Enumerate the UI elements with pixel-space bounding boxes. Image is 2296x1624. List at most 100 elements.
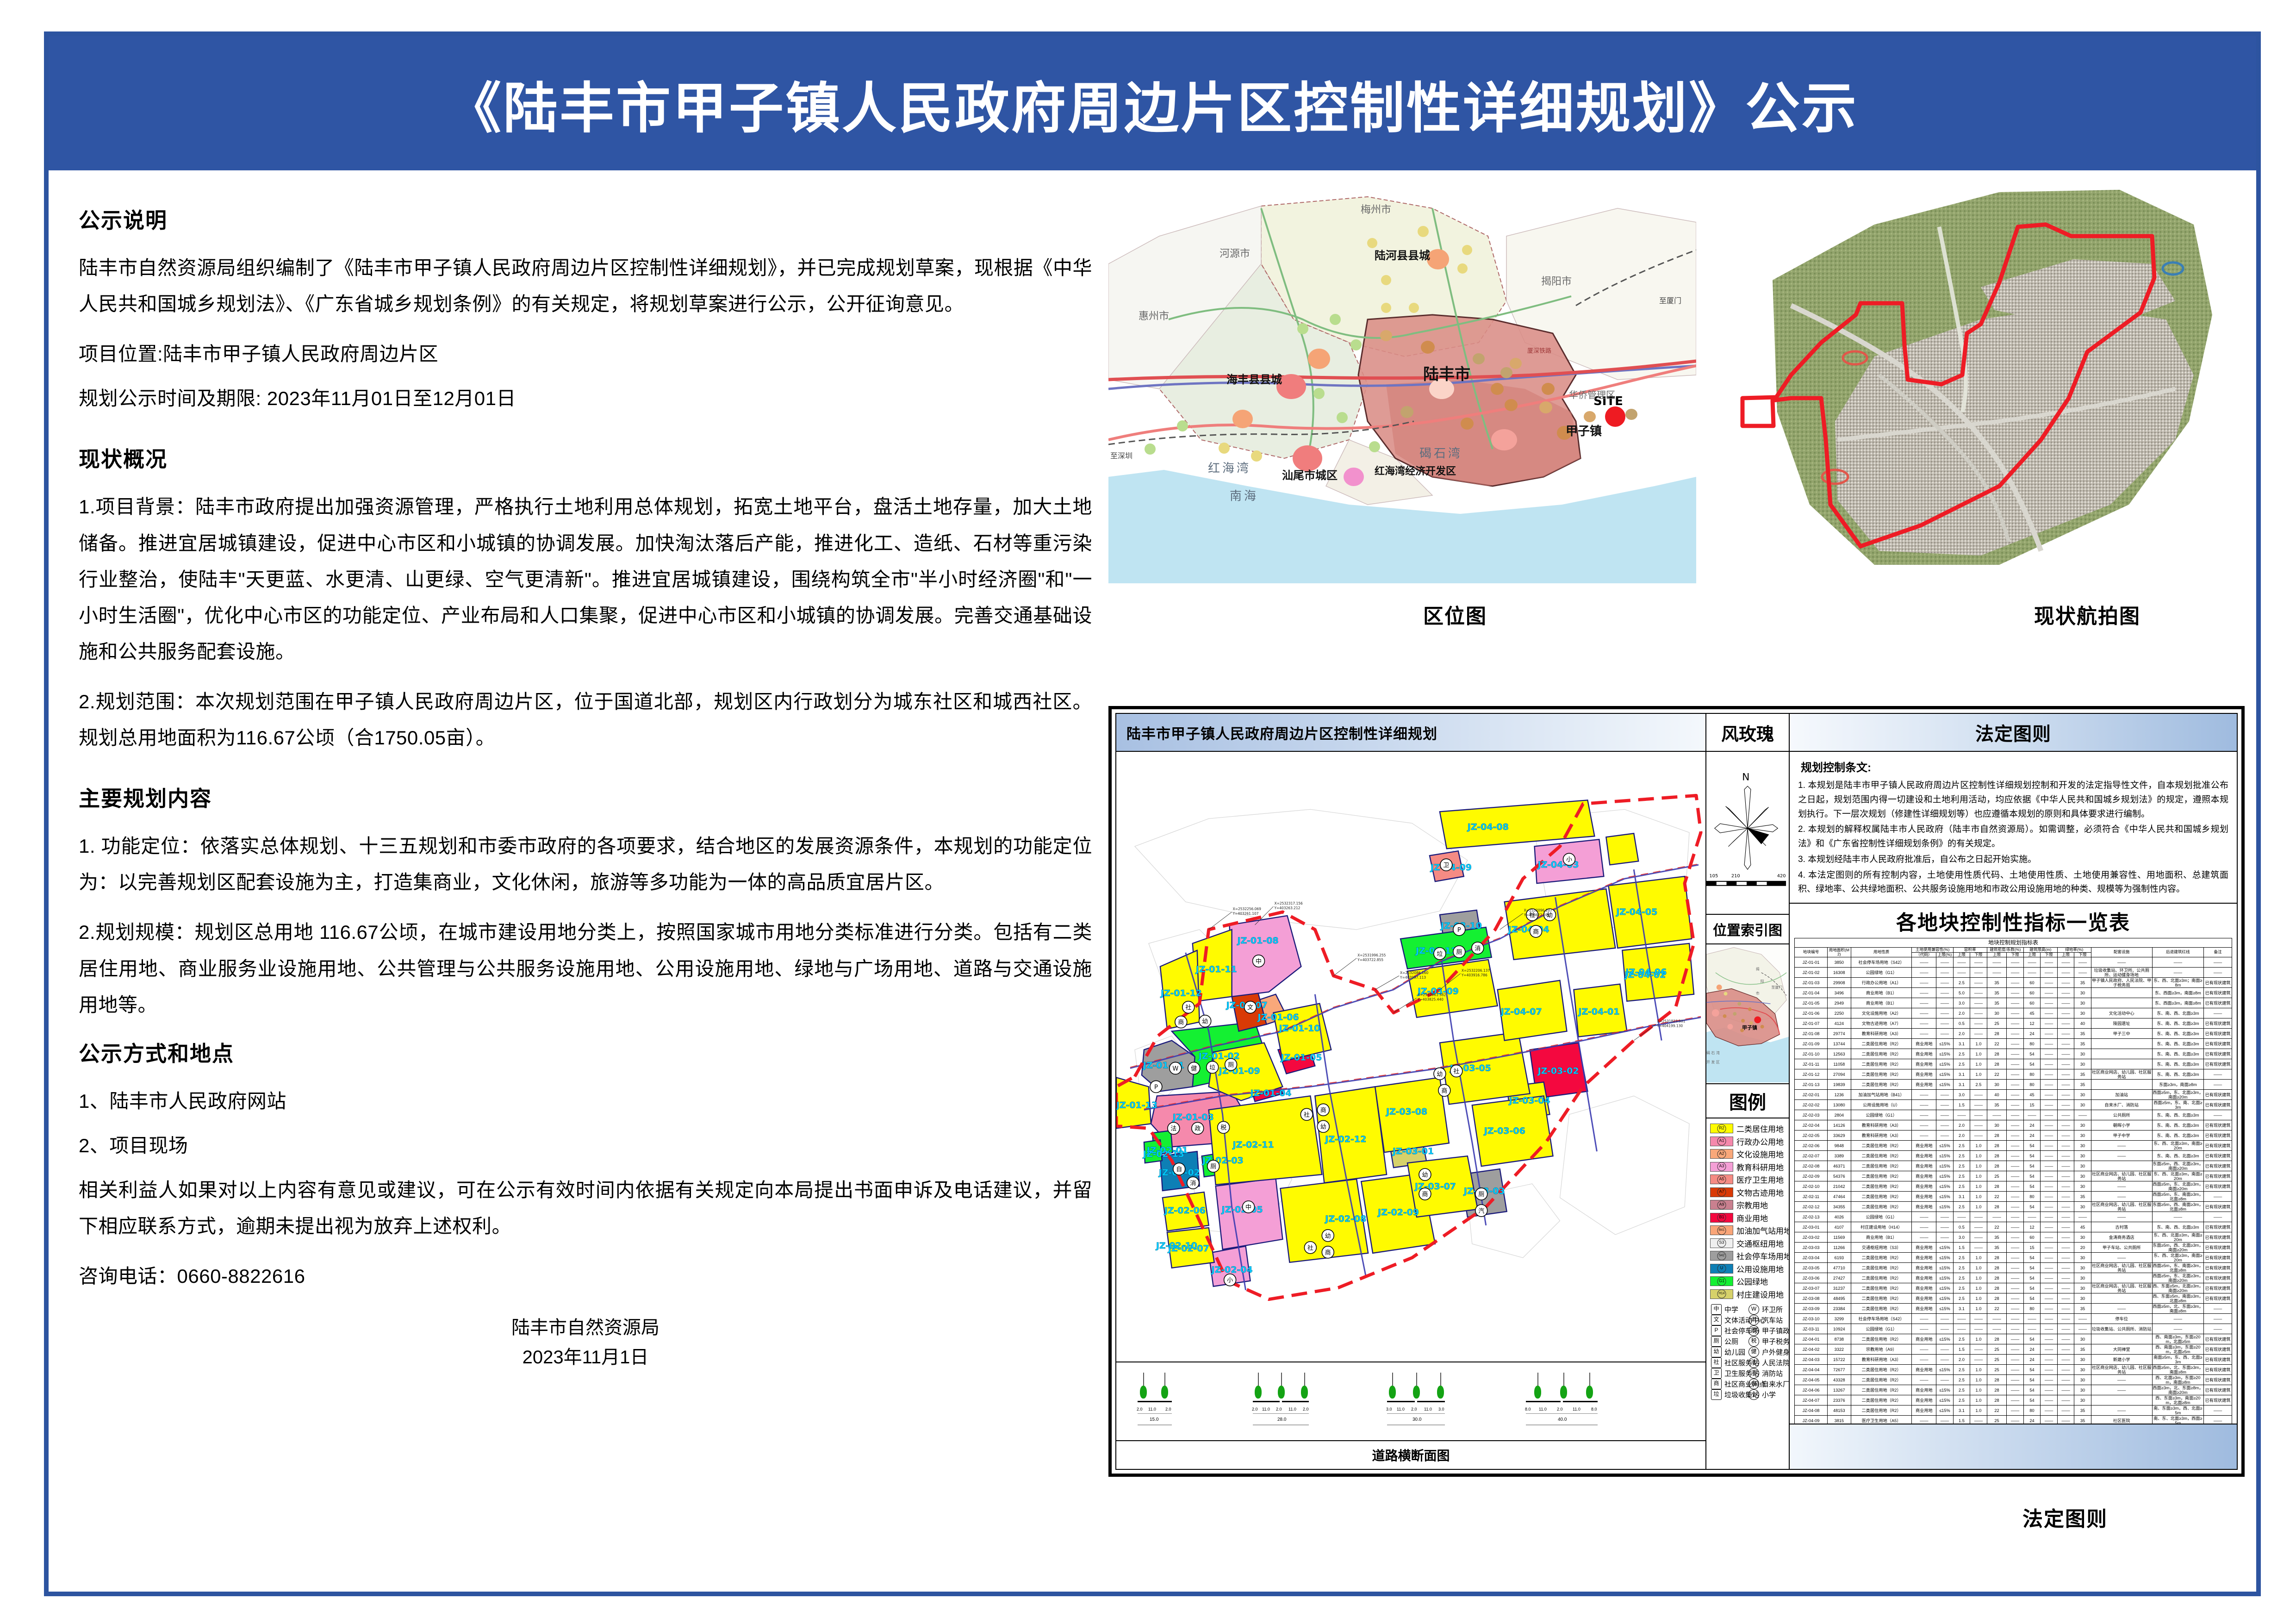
facility-icon: 中 (1711, 1304, 1722, 1315)
facility-legend-item: 幼幼儿园 (1711, 1347, 1748, 1357)
table-row: JZ-03-05 47710 二类居住用地（R2） 商业用地 ≤15% 2.5 1.0 28—… (1794, 1262, 2232, 1274)
table-cell: 13744 (1827, 1038, 1851, 1049)
legend-code: B1 (1717, 1213, 1726, 1222)
table-cell: 31237 (1827, 1283, 1851, 1294)
table-cell: JZ-01-07 (1794, 1018, 1828, 1029)
table-cell: 2.5 (1953, 1283, 1971, 1294)
legend-label: 行政办公用地 (1736, 1137, 1784, 1147)
table-cell: 3299 (1827, 1313, 1851, 1324)
table-cell: 甲子车站、公共厕所 (2091, 1242, 2153, 1253)
table-cell: 商业用地（B1） (1850, 987, 1912, 999)
table-cell: —— (2006, 1150, 2024, 1162)
table-cell: ≤15% (1936, 1303, 1954, 1314)
table-cell: 0.5 (1953, 1222, 1971, 1233)
table-cell: 29774 (1827, 1028, 1851, 1039)
table-cell: ≤15% (1936, 1293, 1954, 1304)
svg-text:厕: 厕 (1228, 1062, 1234, 1068)
regulation-item-1: 1. 本规划是陆丰市甲子镇人民政府周边片区控制性详细规划控制和开发的法定指导性文… (1798, 781, 2228, 819)
table-cell: 公园绿地（G1） (1850, 1212, 1912, 1223)
main-plan-item-2: 2.规划规模：规划区总用地 116.67公顷，在城市建设用地分类上，按照国家城市… (79, 921, 1092, 1016)
table-cell: 二类居住用地（R2） (1850, 1079, 1912, 1090)
table-cell: —— (1936, 1099, 1954, 1111)
table-cell: 30 (2074, 1150, 2091, 1162)
road-cross-sections: 2.0 11.0 2.0 15.0 2.0 (1116, 1362, 1705, 1440)
table-cell: JZ-01-13 (1794, 1079, 1828, 1090)
table-cell: ≤15% (1936, 1191, 1954, 1202)
svg-text:消: 消 (1190, 1180, 1196, 1187)
table-cell: 30 (2074, 1273, 2091, 1284)
table-cell: —— (2040, 1242, 2058, 1253)
table-cell: 5.0 (1953, 987, 1971, 999)
parcel-label: JZ-02-07 (1167, 1243, 1209, 1254)
table-cell: —— (2040, 1293, 2058, 1304)
table-cell: —— (2152, 1212, 2204, 1223)
notice-body: 陆丰市自然资源局组织编制了《陆丰市甲子镇人民政府周边片区控制性详细规划》，并已完… (79, 257, 1092, 315)
map-facility-icon: 健 (1187, 1062, 1201, 1075)
table-cell: 80 (2023, 1079, 2041, 1090)
svg-text:厕: 厕 (1210, 1163, 1216, 1170)
table-cell: —— (2040, 1130, 2058, 1141)
legend-item-s3: S3 交通枢纽用地 (1710, 1237, 1786, 1250)
table-cell: 45 (2023, 1089, 2041, 1100)
table-cell: 东、南、西、北面≥3m (2152, 1059, 2204, 1070)
legend-label: 二类居住用地 (1736, 1125, 1784, 1134)
table-cell: —— (1986, 1110, 2007, 1121)
table-cell: 公园绿地（G1） (1850, 1324, 1912, 1335)
table-cell: 30 (2074, 1385, 2091, 1396)
index-site-dot (1754, 1016, 1761, 1024)
table-cell: 28 (1986, 1028, 2007, 1039)
table-cell: 35 (2074, 1069, 2091, 1080)
table-cell: —— (1970, 957, 1987, 968)
table-cell: —— (1911, 1324, 1937, 1335)
svg-text:汽: 汽 (1478, 1208, 1484, 1215)
table-cell: 商业用地 (1911, 1242, 1937, 1253)
table-cell: 35 (2074, 1405, 2091, 1416)
publicity-item-2: 2、项目现场 (79, 1134, 188, 1156)
table-cell: 东、南、西、北面≥3m (2152, 1222, 2204, 1233)
table-cell: —— (2006, 1222, 2024, 1233)
facility-legend-item: P 社会停车场 (1711, 1325, 1759, 1336)
table-cell: 54 (2023, 1293, 2041, 1304)
table-cell: —— (1936, 1018, 1954, 1029)
facility-icon: 政 (1748, 1325, 1759, 1336)
table-cell (2091, 1334, 2153, 1345)
table-cell: 13080 (1827, 1099, 1851, 1111)
table-cell: —— (1953, 1324, 1971, 1335)
table-cell: 南面≥5m，东、西、北面≥3m (2152, 1354, 2204, 1365)
svg-text:中: 中 (1245, 1204, 1251, 1211)
table-cell: 1.0 (1970, 1374, 1987, 1386)
table-cell: 商业用地 (1911, 1201, 1937, 1212)
regulation-text-block: 规划控制条文: 1. 本规划是陆丰市甲子镇人民政府周边片区控制性详细规划控制和开… (1790, 752, 2237, 904)
table-row: JZ-04-04 72677 二类居住用地（R2） 商业用地 ≤15% 2.5 1.0 25—… (1794, 1364, 2232, 1375)
table-cell: 二类居住用地（R2） (1850, 1283, 1912, 1294)
facility-legend-item: 社社区服务站 (1711, 1357, 1759, 1368)
table-cell: 2.0 (1953, 1008, 1971, 1019)
svg-text:X=2532096.207: X=2532096.207 (1524, 908, 1553, 912)
facility-legend-item: 中中学 (1711, 1304, 1748, 1315)
legend-label: 村庄建设用地 (1736, 1290, 1784, 1299)
plan-drawing-header-text: 陆丰市甲子镇人民政府周边片区控制性详细规划 (1126, 725, 1437, 743)
table-cell: —— (2040, 1415, 2058, 1424)
table-cell: 西面≥5m，东、南面≥3m，北面≥8m (2152, 1262, 2204, 1274)
table-cell: 30 (2074, 1171, 2091, 1182)
legend-swatch: A2 (1710, 1149, 1733, 1159)
table-cell: ≤15% (1936, 1069, 1954, 1080)
table-cell: 东、南、西、北面≥3m (2152, 1120, 2204, 1131)
table-cell: 西、东面≥5m，北面≥3m，南面≥20m (2152, 1283, 2204, 1294)
table-cell: 西面≥5m，东、南、北面≥3m (2152, 1099, 2204, 1111)
table-cell: 已有现状建筑 (2203, 1099, 2232, 1111)
table-row: JZ-01-04 3496 商业用地（B1） —— —— 5.0 —— 35 —— 60 —— —— 3… (1794, 987, 2232, 999)
table-cell: 教育科研用地（A3） (1850, 1130, 1912, 1141)
table-cell: 二类居住用地（R2） (1850, 1395, 1912, 1406)
table-cell: 已有现状建筑 (2203, 1252, 2232, 1263)
table-cell: —— (2023, 1313, 2041, 1324)
table-cell: 2.5 (1953, 1171, 1971, 1182)
table-cell: —— (2006, 1283, 2024, 1294)
table-cell: —— (2023, 1110, 2041, 1121)
table-cell: 1.0 (1970, 1334, 1987, 1345)
table-cell: —— (2057, 1069, 2075, 1080)
table-cell: —— (2040, 967, 2058, 978)
table-cell: JZ-04-06 (1794, 1385, 1828, 1396)
parcel-label: JZ-03-08 (1385, 1106, 1427, 1117)
table-cell: 40 (2074, 1018, 2091, 1029)
